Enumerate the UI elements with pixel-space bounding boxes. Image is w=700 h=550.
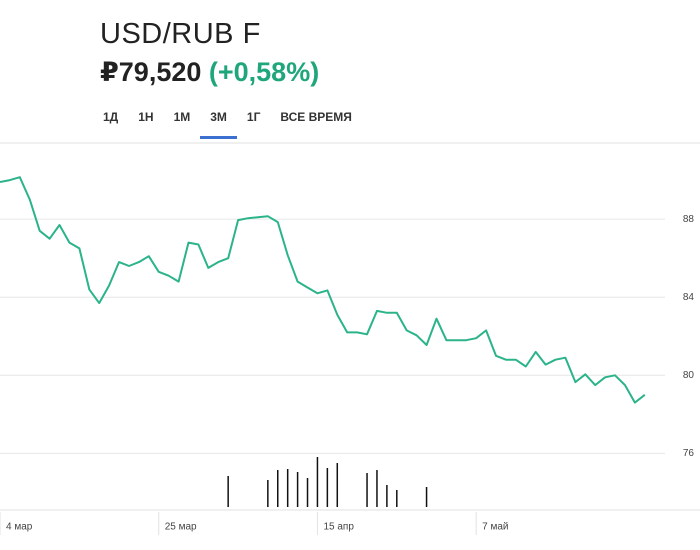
period-tab[interactable]: 1Н bbox=[138, 110, 154, 124]
y-tick-label: 88 bbox=[683, 214, 695, 225]
price-line bbox=[0, 176, 646, 404]
header: USD/RUB F ₽79,520 (+0,58%) bbox=[100, 18, 319, 88]
x-tick-label: 7 май bbox=[482, 522, 508, 533]
x-tick-label: 25 мар bbox=[165, 522, 197, 533]
y-tick-label: 84 bbox=[683, 292, 695, 303]
period-tab[interactable]: 1М bbox=[173, 110, 191, 124]
period-tab[interactable]: 1Г bbox=[246, 110, 261, 124]
y-tick-label: 80 bbox=[683, 370, 695, 381]
period-tabs: 1Д 1Н 1М 3М 1Г ВСЕ ВРЕМЯ bbox=[93, 106, 362, 139]
instrument-title: USD/RUB F bbox=[100, 18, 261, 50]
price: ₽79,520 bbox=[100, 57, 202, 87]
price-line: ₽79,520 (+0,58%) bbox=[100, 57, 319, 88]
period-tab[interactable]: ВСЕ ВРЕМЯ bbox=[280, 110, 352, 124]
x-tick-label: 15 апр bbox=[323, 522, 354, 533]
price-change: (+0,58%) bbox=[208, 57, 320, 87]
period-tab[interactable]: 3М bbox=[200, 106, 237, 139]
period-tab[interactable]: 1Д bbox=[103, 110, 119, 124]
y-tick-label: 76 bbox=[683, 448, 695, 459]
x-tick-label: 4 мар bbox=[6, 522, 33, 533]
